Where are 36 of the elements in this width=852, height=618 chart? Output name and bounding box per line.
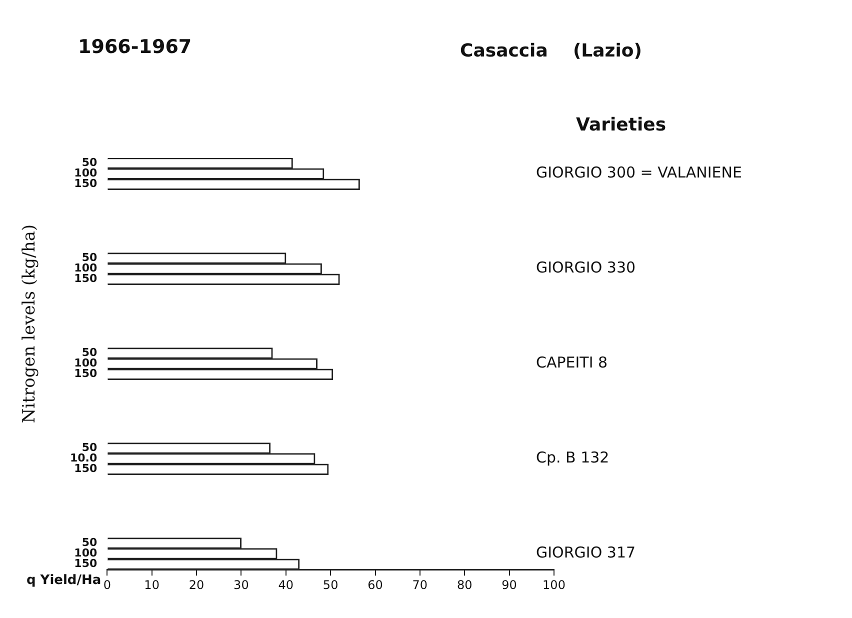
y-tick-label: 50 <box>82 156 98 170</box>
x-tick-label: 0 <box>103 578 111 592</box>
y-tick-label: 100 <box>74 546 98 560</box>
y-tick-label: 150 <box>74 462 98 476</box>
y-tick-label: 50 <box>82 536 98 550</box>
x-axis-title: q Yield/Ha <box>26 572 102 588</box>
chart-subtitle: Casaccia (Lazio) <box>460 40 642 62</box>
y-axis-title: Nitrogen levels (kg/ha) <box>19 224 40 424</box>
x-tick-label: 90 <box>502 578 517 592</box>
x-tick-label: 60 <box>368 578 383 592</box>
x-tick-label: 20 <box>188 578 204 592</box>
y-tick-label: 150 <box>74 367 98 380</box>
y-tick-label: 50 <box>82 441 98 454</box>
legend-title: Varieties <box>576 114 666 136</box>
y-tick-label: 50 <box>82 251 98 264</box>
y-tick-label: 50 <box>82 346 98 360</box>
x-tick-label: 10 <box>144 578 160 592</box>
annotation: GIORGIO 330 <box>536 258 636 277</box>
annotation: Cp. B 132 <box>536 448 610 467</box>
annotation: CAPEITI 8 <box>536 354 608 372</box>
annotation: GIORGIO 317 <box>536 544 636 562</box>
y-tick-label: 100 <box>74 166 98 180</box>
y-tick-label: 150 <box>74 557 98 570</box>
chart-title: 1966-1967 <box>78 36 192 58</box>
y-tick-label: 100 <box>74 356 98 370</box>
x-tick-label: 50 <box>322 578 338 592</box>
y-tick-label: 150 <box>74 272 98 286</box>
y-tick-label: 100 <box>74 262 98 275</box>
x-tick-label: 100 <box>542 578 566 592</box>
annotation: GIORGIO 300 = VALANIENE <box>536 164 742 182</box>
y-tick-label: 10.0 <box>70 452 98 465</box>
x-tick-label: 80 <box>456 578 472 592</box>
x-tick-label: 40 <box>278 578 294 592</box>
x-tick-label: 30 <box>234 578 249 592</box>
x-tick-label: 70 <box>412 578 428 592</box>
y-tick-label: 150 <box>74 177 98 190</box>
